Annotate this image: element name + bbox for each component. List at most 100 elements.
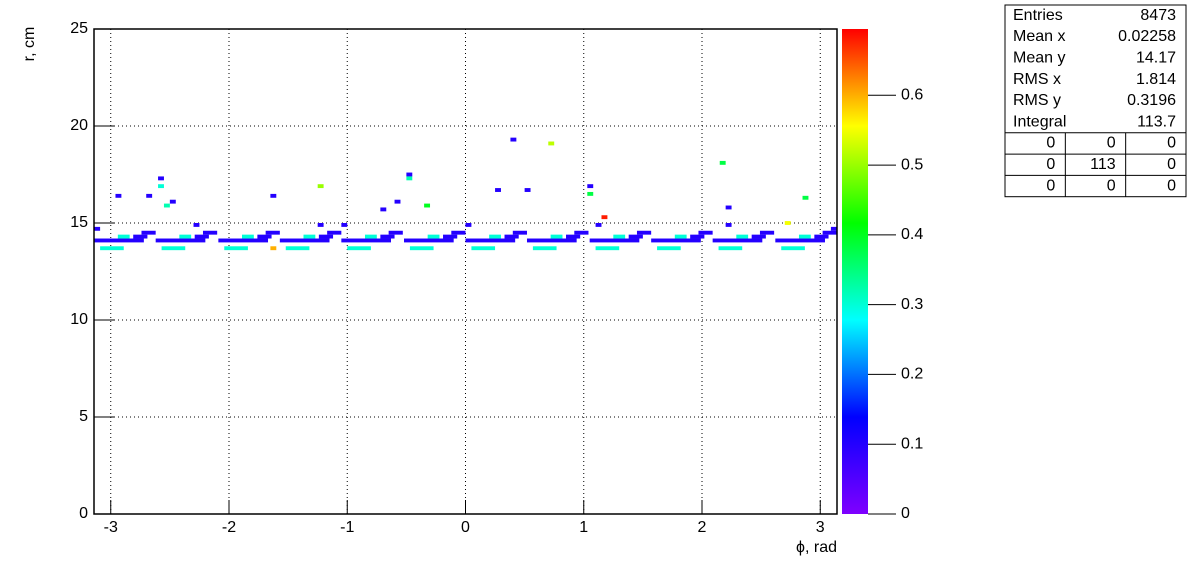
heatmap-cell [141,230,156,235]
heatmap-cell [651,238,701,243]
heatmap-cell [257,234,272,239]
stats-label: Mean y [1013,49,1065,66]
stats-value: 0.3196 [1127,92,1176,109]
heatmap-cell [341,238,392,243]
heatmap-cell [798,234,811,239]
stats-label: Mean x [1013,28,1065,45]
heatmap-cell [759,230,775,235]
heatmap-cell [388,230,403,235]
heatmap-cell [424,203,431,208]
heatmap-cell [406,172,413,177]
plot-frame [93,28,838,515]
y-tick-label: 20 [70,117,88,134]
heatmap-cell [318,234,334,239]
heatmap-cell [524,188,531,192]
x-tick-label: 3 [816,519,825,536]
heatmap-cell [526,238,577,243]
heatmap-cell [451,230,466,235]
stats-value: 113.7 [1137,113,1176,130]
heatmap-cell [409,246,434,251]
heatmap-cell [550,234,563,239]
color-bar-tick-label: 0.1 [901,435,923,452]
heatmap-cell [504,234,519,239]
heatmap-cell [566,234,581,239]
heatmap-cell [158,176,164,181]
heatmap-cell [285,246,310,251]
stats-value: 0.02258 [1118,28,1176,45]
x-axis-label: ϕ, rad [796,539,837,556]
heatmap-cell [163,203,170,208]
heatmap-cell [674,234,687,239]
stats-value: 1.814 [1136,71,1176,88]
heatmap-cell [347,246,371,251]
heatmap-cell [303,234,316,239]
x-tick-label: 2 [698,519,707,536]
heatmap-cell [698,230,713,235]
y-tick-label: 25 [70,20,88,37]
heatmap-cell [341,223,348,227]
heatmap-cell [725,223,732,227]
stats-box [1004,4,1187,198]
heatmap-cell [94,238,144,243]
heatmap-cell [100,246,124,251]
heatmap-cell [595,223,602,227]
heatmap-cell [489,234,501,239]
stats-label: Entries [1013,7,1063,24]
stats-label: RMS y [1013,92,1061,109]
color-bar-tick-label: 0.4 [901,226,923,243]
heatmap-cell [265,230,280,235]
color-bar-tick-label: 0.3 [901,296,923,313]
heatmap-cell [595,246,620,251]
stats-label: Integral [1013,113,1066,130]
color-bar-tick-label: 0.2 [901,366,923,383]
stats-cell: 0 [1046,135,1055,152]
heatmap-cell [587,184,594,189]
heatmap-cell [814,234,829,239]
heatmap-cell [471,246,496,251]
heatmap-cell [279,238,330,243]
stats-cell: 0 [1046,177,1055,194]
heatmap-cell [202,230,218,235]
heatmap-cell [532,246,557,251]
heatmap-cell [601,215,608,220]
heatmap-cell [657,246,681,251]
heatmap-cell [495,188,501,192]
heatmap-cell [587,191,594,196]
heatmap-cell [317,223,324,227]
heatmap-cell [751,234,766,239]
heatmap-cell [613,234,626,239]
x-tick-label: -2 [222,519,236,536]
heatmap-cell [242,234,254,239]
heatmap-cell [194,234,209,239]
heatmap-cell [169,199,176,204]
heatmap-cell [465,223,472,227]
heatmap-cell [510,137,517,142]
heatmap-cell [270,246,277,251]
color-bar [842,29,868,514]
heatmap-cell [364,234,377,239]
heatmap-cell [589,238,640,243]
heatmap-cell [512,230,527,235]
heatmap-cell [781,246,805,251]
x-tick-label: 0 [461,519,470,536]
heatmap-cell [404,238,454,243]
heatmap-cell [115,193,122,198]
y-tick-label: 5 [79,408,88,425]
y-tick-label: 10 [70,311,88,328]
heatmap-cell [548,141,555,146]
heatmap-cell [193,223,200,227]
stats-value: 14.17 [1136,49,1176,66]
stats-cell: 0 [1167,177,1176,194]
heatmap-cell [380,234,395,239]
heatmap-cell [712,238,763,243]
heatmap-cell [802,195,809,200]
heatmap-cell [719,160,726,165]
heatmap-cell [380,207,387,212]
heatmap-cell [636,230,652,235]
heatmap-cell [427,234,440,239]
heatmap-cell [317,184,324,189]
heatmap-cell [133,234,148,239]
y-tick-label: 0 [79,505,88,522]
